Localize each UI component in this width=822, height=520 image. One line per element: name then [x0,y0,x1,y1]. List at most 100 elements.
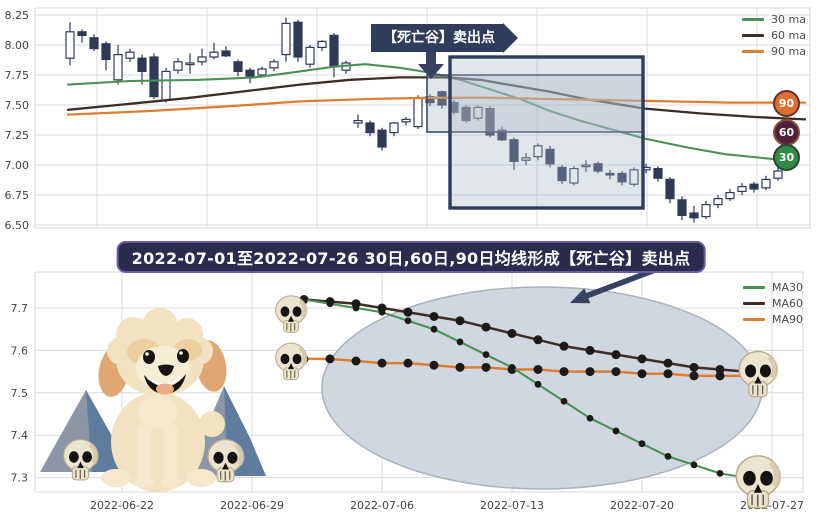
y-tick-label: 7.00 [5,159,30,172]
legend-item-90ma: 90 ma [742,45,806,58]
skull-icon [275,342,308,381]
data-point-dot [455,316,465,326]
candlestick-up [713,198,723,206]
top-chart-legend: 30 ma 60 ma 90 ma [742,13,806,58]
candlestick-down [365,122,375,134]
legend-label: 30 ma [771,13,806,26]
data-point-dot [637,369,647,379]
data-point-dot [533,335,543,345]
data-point-dot [430,325,438,333]
data-point-dot [404,317,412,325]
legend-item-ma30: MA30 [742,281,803,294]
data-point-dot [689,362,699,372]
line-MA30 [303,298,747,479]
data-point-dot [689,371,699,381]
candlestick-down [677,199,687,217]
candlestick-down [149,56,159,98]
candlestick-down [293,21,303,58]
death-valley-sell-annotation: 【死亡谷】卖出点 [371,23,518,53]
data-point-dot [664,453,672,460]
candlestick-up [257,68,267,76]
candlestick-up [473,106,483,119]
legend-item-ma90: MA90 [742,313,803,326]
candlestick-down [221,50,231,57]
badge-label: 60 [778,126,795,139]
candlestick-down [617,172,627,183]
y-tick-label: 7.7 [11,302,29,315]
candlestick-up [569,168,579,184]
legend-label: 90 ma [771,45,806,58]
ma90-line-swatch [742,318,765,321]
candlestick-up [725,192,735,200]
candlestick-down [101,43,111,60]
y-tick-label: 7.25 [5,129,30,142]
candlestick-up [161,70,171,101]
x-tick-label: 2022-07-06 [350,499,414,512]
data-point-dot [326,300,334,308]
candlestick-up [209,51,219,58]
y-tick-label: 7.50 [5,99,30,112]
candlestick-down [545,148,555,165]
data-point-dot [560,397,568,405]
highlight-box-large [448,55,645,210]
y-tick-label: 6.50 [5,219,30,232]
data-point-dot [612,427,620,435]
poodle-dog-icon [98,308,227,492]
top-candlestick-chart: 8.25 8.00 7.75 7.50 7.25 7.00 6.75 6.50 [5,7,811,232]
ma90-endpoint-badge: 90 [773,90,800,117]
data-point-dot [533,364,543,374]
candlestick-up [401,118,411,123]
data-point-dot [715,364,725,374]
skull-icon [275,295,308,333]
data-point-dot [455,362,465,372]
highlight-box-small [426,74,644,133]
legend-item-60ma: 60 ma [742,29,806,42]
candlestick-down [89,37,99,50]
candlestick-up [353,119,363,124]
data-point-dot [403,358,413,368]
legend-label: 60 ma [771,29,806,42]
legend-item-30ma: 30 ma [742,13,806,26]
data-point-dot [663,369,673,379]
candlestick-up [317,40,327,49]
candlestick-down [425,95,435,104]
y-tick-label: 8.00 [5,39,30,52]
x-tick-label: 2022-07-20 [610,499,674,512]
skull-icon [62,438,100,481]
data-point-dot [481,322,491,332]
ma-line-60ma [66,76,807,121]
candlestick-up [281,22,291,56]
candlestick-down [653,168,663,179]
candlestick-up [737,186,747,193]
data-point-dot [507,328,517,338]
ma60-line-swatch [742,302,765,305]
candlestick-up [65,31,75,59]
candlestick-up [413,97,423,128]
candlestick-up [185,62,195,66]
candlestick-down [137,57,147,73]
candlestick-up [581,164,591,168]
poodle-mountains-illustration [40,308,266,492]
data-point-dot [325,354,335,364]
candlestick-down [77,31,87,36]
y-tick-label: 8.25 [5,9,30,22]
data-point-dot [638,440,646,448]
candlestick-down [665,178,675,200]
candlestick-up [113,53,123,81]
bottom-chart-legend: MA30 MA60 MA90 [742,281,803,326]
candlestick-up [521,157,531,161]
legend-item-ma60: MA60 [742,297,803,310]
candlestick-down [461,106,471,122]
candlestick-up [125,51,135,59]
data-point-dot [403,307,413,317]
legend-label: MA60 [771,297,803,310]
data-point-dot [534,380,542,388]
data-point-dot [481,362,491,372]
candlestick-down [329,34,339,68]
plot-frame [34,7,811,229]
y-tick-label: 7.4 [11,429,29,442]
candlestick-up [197,56,207,63]
ma-line-30ma [66,63,787,162]
candlestick-down [497,129,507,141]
